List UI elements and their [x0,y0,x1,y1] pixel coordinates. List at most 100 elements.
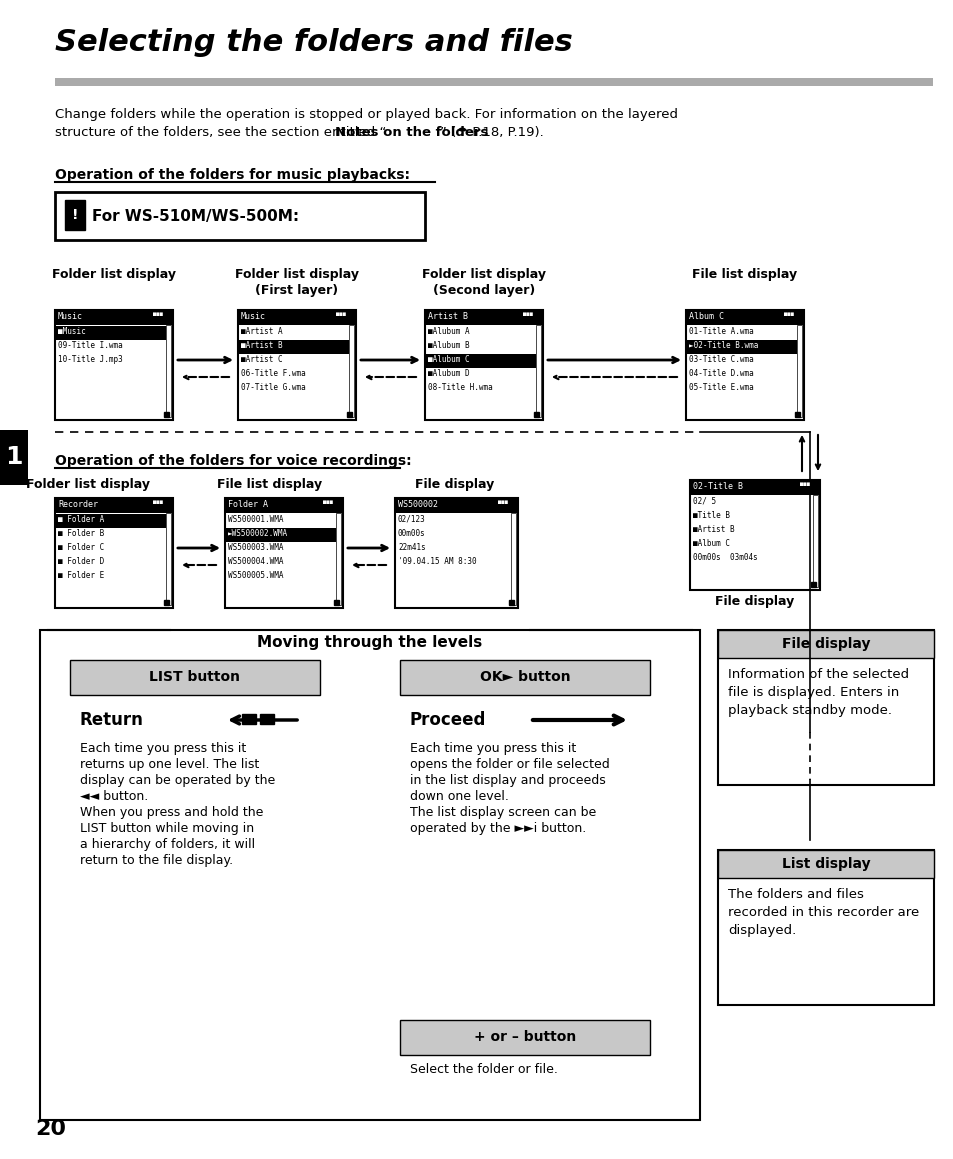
Text: For WS-510M/WS-500M:: For WS-510M/WS-500M: [91,209,299,224]
Text: ■■■: ■■■ [522,312,532,318]
Bar [260,714,274,724]
Text: ■■■: ■■■ [152,312,163,318]
Text: ■■■: ■■■ [335,312,345,318]
Bar [55,309,172,325]
Text: 02/123: 02/123 [397,515,425,524]
Text: 02/ 5: 02/ 5 [692,497,716,506]
Text: Folder list display
(First layer): Folder list display (First layer) [234,268,358,297]
Text: WS500001.WMA: WS500001.WMA [228,515,283,524]
Text: ■ Folder A: ■ Folder A [58,515,104,524]
Bar [718,850,933,1005]
Bar [689,480,820,495]
Text: ■■■: ■■■ [323,500,333,505]
Text: Selecting the folders and files: Selecting the folders and files [9,490,19,668]
Bar [56,513,166,529]
Text: ■■■: ■■■ [800,482,809,487]
Text: Notes on the folders: Notes on the folders [335,126,488,139]
Text: File display: File display [715,595,794,608]
Text: displayed.: displayed. [727,924,796,936]
Text: display can be operated by the: display can be operated by the [80,774,275,787]
Text: opens the folder or file selected: opens the folder or file selected [410,758,609,771]
Text: Each time you press this it: Each time you press this it [80,742,246,755]
Bar [399,659,649,695]
Text: Proceed: Proceed [410,710,486,729]
Bar [395,498,517,608]
Text: in the list display and proceeds: in the list display and proceeds [410,774,605,787]
Bar [55,309,172,420]
Text: LIST button while moving in: LIST button while moving in [80,822,253,834]
Text: Folder list display: Folder list display [26,478,150,491]
Text: '09.04.15 AM 8:30: '09.04.15 AM 8:30 [397,557,476,566]
Text: WS500005.WMA: WS500005.WMA [228,571,283,580]
Text: Change folders while the operation is stopped or played back. For information on: Change folders while the operation is st… [55,108,678,121]
Bar [812,495,817,586]
Text: ■Alubum C: ■Alubum C [428,355,469,364]
Text: 1: 1 [6,445,23,469]
Text: Operation of the folders for voice recordings:: Operation of the folders for voice recor… [55,454,411,468]
Text: 20: 20 [35,1118,66,1139]
Bar [164,411,169,417]
Bar [40,630,700,1120]
Text: 04-Title D.wma: 04-Title D.wma [688,369,753,378]
Text: Artist B: Artist B [428,312,468,321]
Text: 07-Title G.wma: 07-Title G.wma [241,382,305,392]
Text: LIST button: LIST button [150,670,240,684]
Text: Return: Return [80,710,144,729]
Text: 08-Title H.wma: 08-Title H.wma [428,382,493,392]
Text: 00m00s  03m04s: 00m00s 03m04s [692,553,757,562]
Bar [226,529,335,542]
Bar [689,480,820,590]
Text: WS500003.WMA: WS500003.WMA [228,544,283,552]
Bar [55,192,424,240]
Bar [424,309,542,325]
Text: ►02-Title B.wma: ►02-Title B.wma [688,341,758,350]
Bar [718,630,933,785]
Text: Each time you press this it: Each time you press this it [410,742,576,755]
Text: File display: File display [781,637,869,651]
Bar [55,498,172,513]
Text: returns up one level. The list: returns up one level. The list [80,758,259,771]
Bar [810,582,815,586]
Bar [70,659,319,695]
Text: File display: File display [415,478,494,491]
Bar [718,630,933,658]
Text: 03-Title C.wma: 03-Title C.wma [688,355,753,364]
Bar [239,340,349,353]
Text: ■ Folder D: ■ Folder D [58,557,104,566]
Bar [718,850,933,879]
Bar [225,498,343,513]
Bar [55,498,172,608]
Bar [424,309,542,420]
Text: ◄◄ button.: ◄◄ button. [80,790,148,803]
Text: Album C: Album C [688,312,723,321]
Bar [65,201,85,229]
Text: Recorder: Recorder [58,500,98,509]
Text: ■ Folder C: ■ Folder C [58,544,104,552]
Text: !: ! [71,207,78,223]
Text: ” (☂ P.18, P.19).: ” (☂ P.18, P.19). [439,126,543,139]
Text: structure of the folders, see the section entitled “: structure of the folders, see the sectio… [55,126,386,139]
Text: 06-Title F.wma: 06-Title F.wma [241,369,305,378]
Bar [0,430,28,484]
Bar [536,325,540,417]
Text: File list display: File list display [692,268,797,280]
Text: ■■■: ■■■ [497,500,507,505]
Text: The folders and files: The folders and files [727,888,863,901]
Bar [242,714,255,724]
Bar [55,78,932,86]
Text: ■Title B: ■Title B [692,511,729,520]
Bar [166,325,171,417]
Text: WS500004.WMA: WS500004.WMA [228,557,283,566]
Bar [237,309,355,325]
Text: OK► button: OK► button [479,670,570,684]
Text: ►WS500002.WMA: ►WS500002.WMA [228,529,288,538]
Text: return to the file display.: return to the file display. [80,854,233,867]
Text: The list display screen can be: The list display screen can be [410,806,596,819]
Bar [534,411,538,417]
Text: + or – button: + or – button [474,1030,576,1044]
Text: playback standby mode.: playback standby mode. [727,704,891,717]
Text: ■Alubum A: ■Alubum A [428,327,469,336]
Bar [686,340,796,353]
Text: Select the folder or file.: Select the folder or file. [410,1063,558,1076]
Bar [509,600,514,605]
